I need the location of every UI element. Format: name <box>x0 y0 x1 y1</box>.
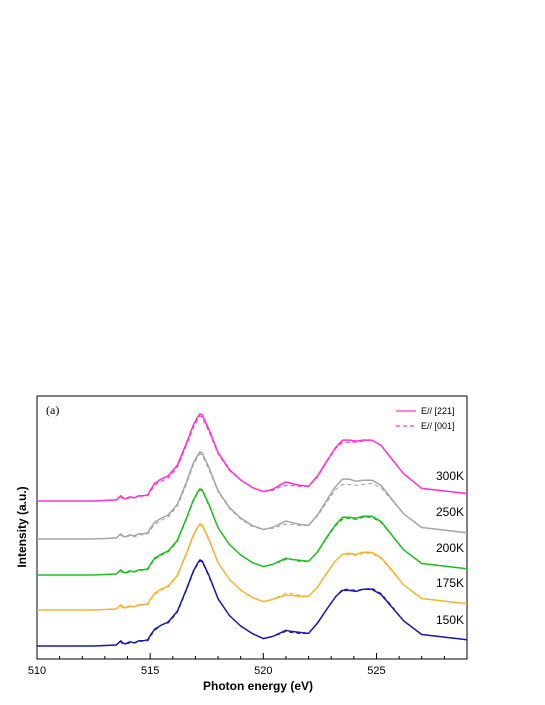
legend-label-dashed: E// [001] <box>421 421 455 431</box>
y-axis-title: Intensity (a.u.) <box>15 486 29 567</box>
x-tick-label: 520 <box>254 665 272 677</box>
x-tick-label: 515 <box>141 665 159 677</box>
series-line-200K-e001 <box>37 489 468 576</box>
x-tick-label: 525 <box>367 665 385 677</box>
series-label-300K: 300K <box>436 469 464 483</box>
series-traces <box>37 413 468 647</box>
series-line-300K-e001 <box>37 415 468 502</box>
series-labels: 300K 250K 200K 175K 150K <box>436 469 464 627</box>
series-label-175K: 175K <box>436 576 464 590</box>
x-axis-ticks: 510 515 520 525 <box>28 653 468 677</box>
series-label-150K: 150K <box>436 613 464 627</box>
legend-label-solid: E// [221] <box>421 406 455 416</box>
series-line-175K-e001 <box>37 524 468 611</box>
series-line-250K-e001 <box>37 453 468 540</box>
legend: E// [221] E// [001] <box>396 406 455 431</box>
series-line-150K-e001 <box>37 560 468 647</box>
plot-frame <box>36 395 468 660</box>
series-label-200K: 200K <box>436 541 464 555</box>
x-axis-title: Photon energy (eV) <box>203 679 313 693</box>
panel-label: (a) <box>46 403 59 417</box>
series-label-250K: 250K <box>436 505 464 519</box>
x-tick-label: 510 <box>28 665 46 677</box>
